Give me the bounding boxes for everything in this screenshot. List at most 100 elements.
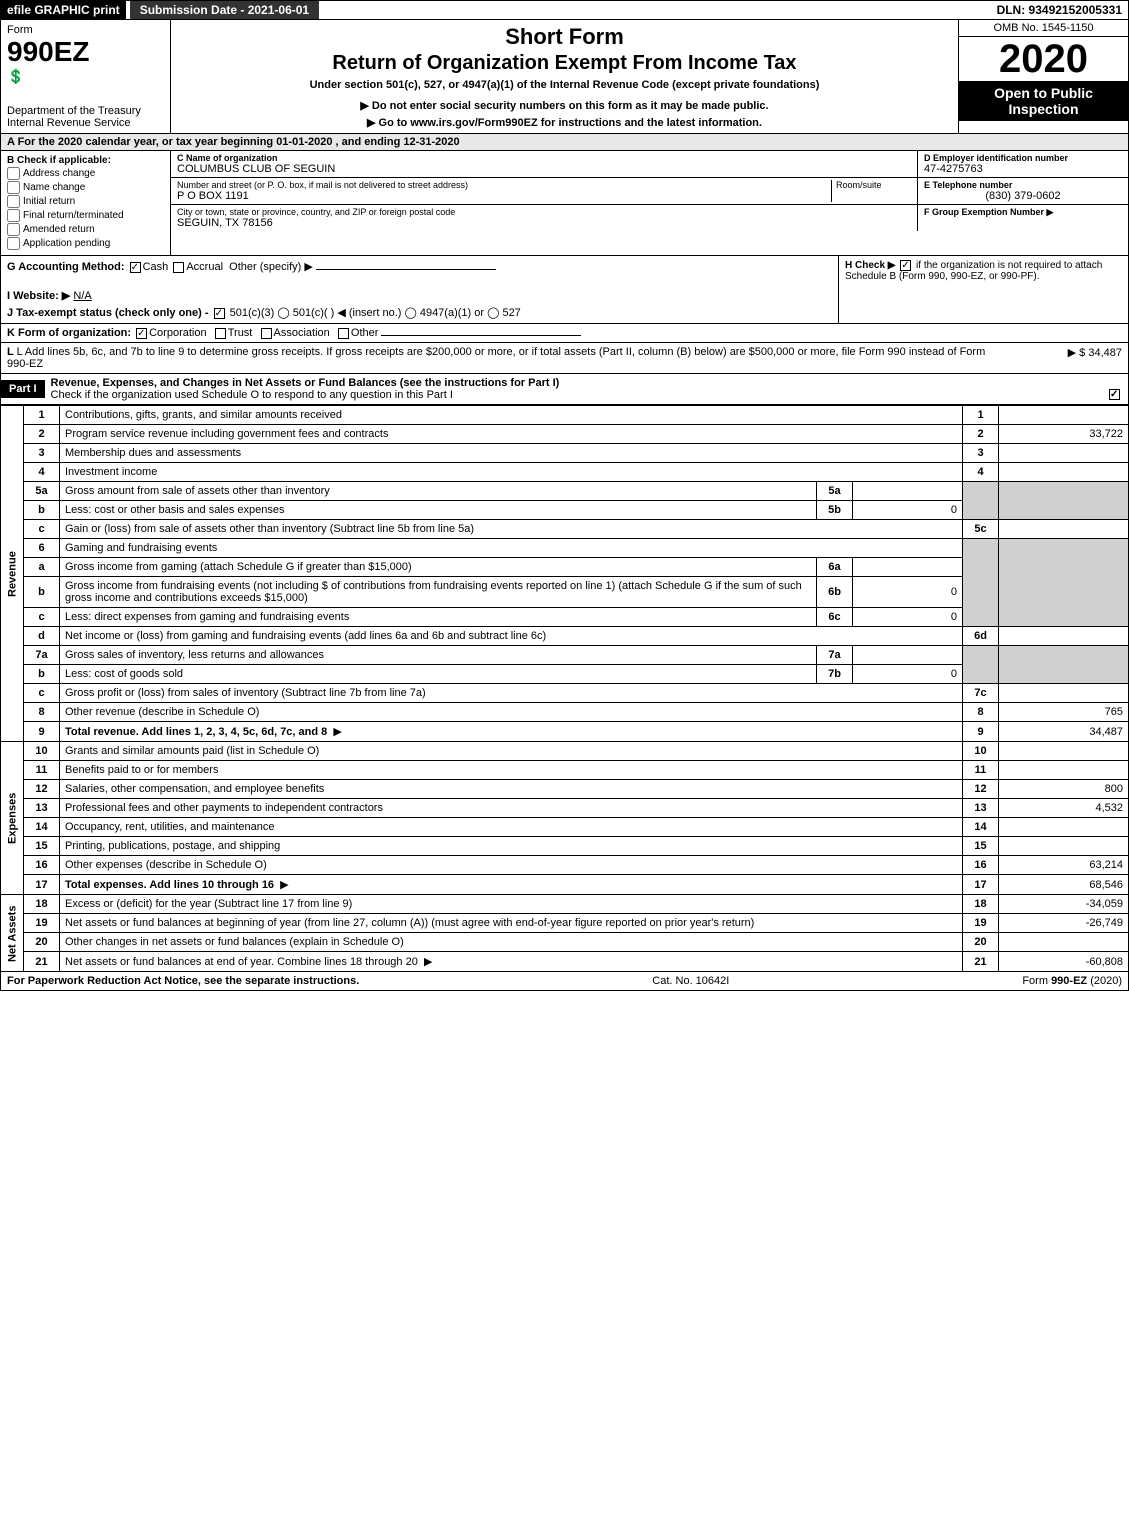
line-3-amt — [999, 444, 1129, 463]
line-9-amt: 34,487 — [999, 722, 1129, 742]
line-15-desc: Printing, publications, postage, and shi… — [65, 840, 280, 852]
cb-schedule-o[interactable] — [1109, 389, 1120, 400]
title-return: Return of Organization Exempt From Incom… — [181, 52, 948, 75]
k-other-input[interactable] — [381, 335, 581, 336]
line-8-desc: Other revenue (describe in Schedule O) — [65, 706, 259, 718]
city-label: City or town, state or province, country… — [177, 207, 911, 217]
g-other-input[interactable] — [316, 269, 496, 270]
cb-trust[interactable] — [215, 328, 226, 339]
cb-name-change[interactable]: Name change — [7, 181, 164, 194]
line-6-shade — [963, 539, 999, 627]
note-ssn: ▶ Do not enter social security numbers o… — [181, 99, 948, 112]
tax-year: 2020 — [959, 37, 1128, 81]
footer-mid: Cat. No. 10642I — [652, 975, 729, 987]
line-21-amt: -60,808 — [999, 952, 1129, 972]
line-2-box: 2 — [963, 425, 999, 444]
part-1-header-row: Part I Revenue, Expenses, and Changes in… — [0, 374, 1129, 405]
line-19-desc: Net assets or fund balances at beginning… — [65, 917, 754, 929]
line-6c-desc: Less: direct expenses from gaming and fu… — [65, 611, 349, 623]
c-name-label: C Name of organization — [177, 153, 911, 163]
line-10-box: 10 — [963, 742, 999, 761]
line-6b-sub: 6b — [817, 577, 853, 608]
cb-other[interactable] — [338, 328, 349, 339]
line-7-shade — [963, 646, 999, 684]
line-19-box: 19 — [963, 914, 999, 933]
line-5c-desc: Gain or (loss) from sale of assets other… — [65, 523, 474, 535]
line-5a-sub: 5a — [817, 482, 853, 501]
line-6d-amt — [999, 627, 1129, 646]
line-5c-box: 5c — [963, 520, 999, 539]
cb-accrual[interactable] — [173, 262, 184, 273]
f-group-cell: F Group Exemption Number ▶ — [918, 205, 1128, 231]
cb-association[interactable] — [261, 328, 272, 339]
row-j: J Tax-exempt status (check only one) - 5… — [7, 306, 832, 319]
k-assoc-label: Association — [274, 327, 330, 339]
cb-501c3[interactable] — [214, 308, 225, 319]
line-12-desc: Salaries, other compensation, and employ… — [65, 783, 324, 795]
line-4-desc: Investment income — [65, 466, 157, 478]
line-18-desc: Excess or (deficit) for the year (Subtra… — [65, 898, 352, 910]
line-4-box: 4 — [963, 463, 999, 482]
line-7c-box: 7c — [963, 684, 999, 703]
cb-final-return[interactable]: Final return/terminated — [7, 209, 164, 222]
row-g: G Accounting Method: Cash Accrual Other … — [7, 260, 832, 273]
cb-cash[interactable] — [130, 262, 141, 273]
line-1-desc: Contributions, gifts, grants, and simila… — [65, 409, 342, 421]
line-10-desc: Grants and similar amounts paid (list in… — [65, 745, 319, 757]
row-a-tax-year: A For the 2020 calendar year, or tax yea… — [0, 134, 1129, 151]
cb-application-pending[interactable]: Application pending — [7, 237, 164, 250]
header-right: OMB No. 1545-1150 2020 Open to Public In… — [958, 20, 1128, 133]
line-17-box: 17 — [963, 875, 999, 895]
line-5b-desc: Less: cost or other basis and sales expe… — [65, 504, 285, 516]
line-6a-no: a — [24, 558, 60, 577]
k-trust-label: Trust — [228, 327, 253, 339]
subtitle: Under section 501(c), 527, or 4947(a)(1)… — [181, 79, 948, 91]
line-4-no: 4 — [24, 463, 60, 482]
line-7c-desc: Gross profit or (loss) from sales of inv… — [65, 687, 426, 699]
line-12-box: 12 — [963, 780, 999, 799]
line-6a-desc: Gross income from gaming (attach Schedul… — [65, 561, 412, 573]
cb-amended-return[interactable]: Amended return — [7, 223, 164, 236]
line-13-desc: Professional fees and other payments to … — [65, 802, 383, 814]
cb-corporation[interactable] — [136, 328, 147, 339]
e-tel-cell: E Telephone number (830) 379-0602 — [918, 178, 1128, 204]
header-center: Short Form Return of Organization Exempt… — [171, 20, 958, 133]
line-6a-subval — [853, 558, 963, 577]
title-short-form: Short Form — [181, 24, 948, 50]
line-11-desc: Benefits paid to or for members — [65, 764, 218, 776]
j-label: J Tax-exempt status (check only one) - — [7, 307, 209, 319]
line-9-box: 9 — [963, 722, 999, 742]
line-6b-subval: 0 — [853, 577, 963, 608]
line-5b-subval: 0 — [853, 501, 963, 520]
line-16-amt: 63,214 — [999, 856, 1129, 875]
j-options: 501(c)(3) ◯ 501(c)( ) ◀ (insert no.) ◯ 4… — [230, 307, 521, 319]
line-16-no: 16 — [24, 856, 60, 875]
g-label: G Accounting Method: — [7, 261, 125, 273]
line-4-amt — [999, 463, 1129, 482]
line-6-desc: Gaming and fundraising events — [65, 542, 217, 554]
line-3-no: 3 — [24, 444, 60, 463]
line-7b-sub: 7b — [817, 665, 853, 684]
line-6d-box: 6d — [963, 627, 999, 646]
efile-button[interactable]: efile GRAPHIC print — [1, 1, 126, 19]
c-addr-cell: Number and street (or P. O. box, if mail… — [171, 178, 918, 204]
line-15-no: 15 — [24, 837, 60, 856]
cb-initial-return[interactable]: Initial return — [7, 195, 164, 208]
line-15-box: 15 — [963, 837, 999, 856]
line-5a-no: 5a — [24, 482, 60, 501]
line-5b-sub: 5b — [817, 501, 853, 520]
submission-date-button[interactable]: Submission Date - 2021-06-01 — [130, 1, 319, 19]
cb-address-change[interactable]: Address change — [7, 167, 164, 180]
tel-value: (830) 379-0602 — [924, 190, 1122, 202]
line-12-no: 12 — [24, 780, 60, 799]
line-7-shade-amt — [999, 646, 1129, 684]
line-5a-subval — [853, 482, 963, 501]
col-h: H Check ▶ if the organization is not req… — [838, 256, 1128, 323]
part-1-title: Revenue, Expenses, and Changes in Net As… — [45, 374, 1128, 404]
top-bar: efile GRAPHIC print Submission Date - 20… — [0, 0, 1129, 20]
cb-schedule-b[interactable] — [900, 260, 911, 271]
line-9-no: 9 — [24, 722, 60, 742]
line-6c-sub: 6c — [817, 608, 853, 627]
line-20-no: 20 — [24, 933, 60, 952]
l-text: L Add lines 5b, 6c, and 7b to line 9 to … — [7, 346, 985, 370]
